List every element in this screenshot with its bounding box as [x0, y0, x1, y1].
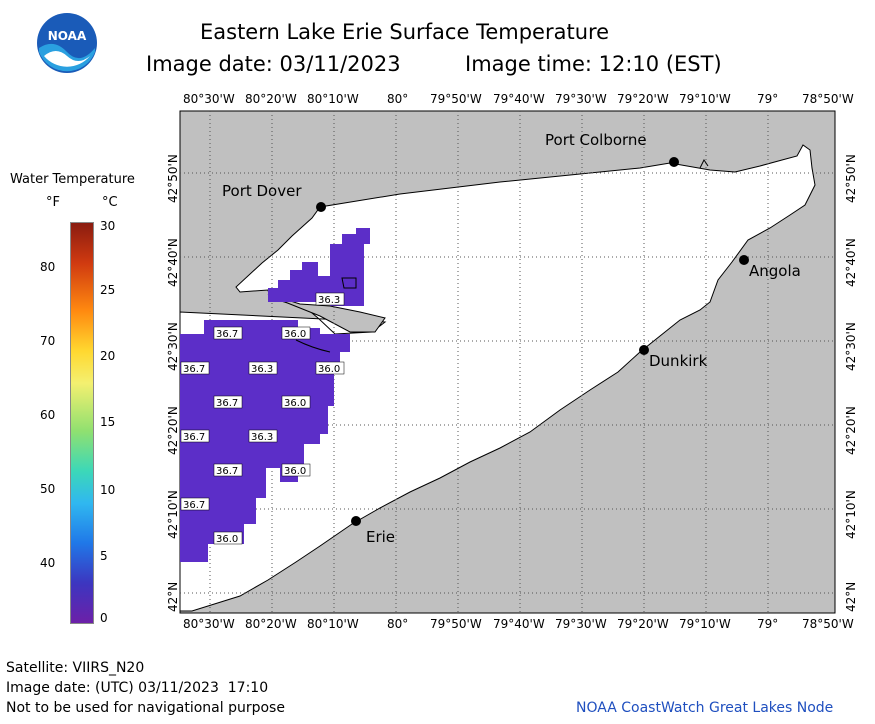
temperature-label: 36.0 — [318, 364, 340, 375]
right-tick: 42°30'N — [844, 322, 858, 371]
left-tick: 42°30'N — [166, 322, 180, 371]
temperature-label: 36.3 — [251, 432, 273, 443]
top-tick: 79° — [757, 92, 779, 106]
right-tick: 42°N — [844, 582, 858, 612]
temperature-label: 36.0 — [284, 466, 306, 477]
legend-c-tick: 10 — [100, 483, 116, 497]
top-tick: 80°20'W — [245, 92, 297, 106]
temperature-label: 36.7 — [183, 432, 205, 443]
right-tick: 42°50'N — [844, 154, 858, 203]
temperature-label: 36.3 — [251, 364, 273, 375]
temperature-label: 36.7 — [216, 466, 238, 477]
right-axis: 42°50'N 42°40'N 42°30'N 42°20'N 42°10'N … — [844, 154, 858, 612]
bottom-tick: 80°30'W — [183, 617, 235, 631]
border-line — [341, 277, 357, 289]
legend-f-tick: 80 — [40, 260, 56, 274]
bottom-tick: 79°50'W — [430, 617, 482, 631]
top-tick: 79°30'W — [555, 92, 607, 106]
bottom-tick: 78°50'W — [802, 617, 854, 631]
top-tick: 80°30'W — [183, 92, 235, 106]
legend-title: Water Temperature — [10, 172, 135, 187]
left-tick: 42°40'N — [166, 238, 180, 287]
port-colborne-marker — [669, 157, 679, 167]
top-tick: 79°50'W — [430, 92, 482, 106]
legend-c-tick: 5 — [100, 549, 108, 563]
image-date: Image date: 03/11/2023 — [146, 52, 401, 76]
top-tick: 80°10'W — [307, 92, 359, 106]
temperature-label: 36.7 — [216, 398, 238, 409]
left-tick: 42°50'N — [166, 154, 180, 203]
noaa-logo: NOAA — [36, 12, 98, 74]
temperature-labels: 36.3 36.7 36.0 36.7 36.3 36.0 36.7 36.0 … — [180, 292, 345, 545]
legend-c-tick: 25 — [100, 283, 116, 297]
logo-text: NOAA — [48, 29, 87, 43]
temperature-label: 36.3 — [318, 295, 340, 306]
angola-marker — [739, 255, 749, 265]
temperature-label: 36.7 — [183, 500, 205, 511]
bottom-tick: 79°20'W — [617, 617, 669, 631]
legend-c-tick: 30 — [100, 219, 116, 233]
bottom-tick: 80° — [387, 617, 409, 631]
satellite-info: Satellite: VIIRS_N20 — [6, 660, 145, 676]
legend-c-tick: 15 — [100, 415, 116, 429]
erie-marker — [351, 516, 361, 526]
temperature-label: 36.7 — [183, 364, 205, 375]
bottom-tick: 79°40'W — [493, 617, 545, 631]
legend-unit-f: °F — [46, 195, 60, 210]
bottom-tick: 80°20'W — [245, 617, 297, 631]
port-dover-label: Port Dover — [222, 182, 302, 200]
top-tick: 80° — [387, 92, 409, 106]
bottom-tick: 79°10'W — [679, 617, 731, 631]
temperature-label: 36.0 — [284, 398, 306, 409]
temperature-label: 36.0 — [284, 329, 306, 340]
border-line — [295, 339, 331, 353]
angola-label: Angola — [749, 262, 801, 280]
left-tick: 42°10'N — [166, 490, 180, 539]
top-tick: 79°20'W — [617, 92, 669, 106]
left-tick: 42°20'N — [166, 406, 180, 455]
legend-c-tick: 20 — [100, 349, 116, 363]
port-colborne-label: Port Colborne — [545, 131, 647, 149]
temperature-label: 36.7 — [216, 329, 238, 340]
image-time: Image time: 12:10 (EST) — [465, 52, 722, 76]
long-point — [267, 293, 386, 333]
page-title: Eastern Lake Erie Surface Temperature — [200, 20, 610, 44]
bottom-tick: 79° — [757, 617, 779, 631]
left-axis: 42°50'N 42°40'N 42°30'N 42°20'N 42°10'N … — [166, 154, 180, 612]
dunkirk-marker — [639, 345, 649, 355]
shore-detail — [699, 159, 709, 169]
right-tick: 42°20'N — [844, 406, 858, 455]
right-tick: 42°10'N — [844, 490, 858, 539]
utc-date: Image date: (UTC) 03/11/2023 17:10 — [6, 680, 269, 696]
top-tick: 79°40'W — [493, 92, 545, 106]
legend-f-tick: 60 — [40, 408, 56, 422]
temperature-label: 36.0 — [216, 534, 238, 545]
legend-f-tick: 40 — [40, 556, 56, 570]
erie-label: Erie — [366, 528, 395, 546]
color-scale-bar — [70, 222, 94, 624]
disclaimer: Not to be used for navigational purpose — [6, 700, 285, 716]
legend-unit-c: °C — [102, 195, 118, 210]
left-tick: 42°N — [166, 582, 180, 612]
bottom-tick: 79°30'W — [555, 617, 607, 631]
bottom-tick: 80°10'W — [307, 617, 359, 631]
dunkirk-label: Dunkirk — [649, 352, 708, 370]
credit-link[interactable]: NOAA CoastWatch Great Lakes Node — [576, 700, 834, 716]
top-tick: 78°50'W — [802, 92, 854, 106]
right-tick: 42°40'N — [844, 238, 858, 287]
legend-c-tick: 0 — [100, 611, 108, 625]
legend-f-tick: 50 — [40, 482, 56, 496]
port-dover-marker — [316, 202, 326, 212]
legend-f-tick: 70 — [40, 334, 56, 348]
top-tick: 79°10'W — [679, 92, 731, 106]
